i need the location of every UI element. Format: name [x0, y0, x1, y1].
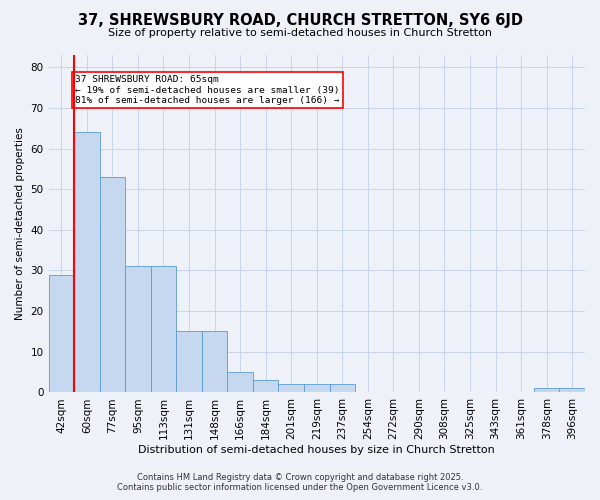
Bar [74, 132, 100, 392]
Bar [151, 266, 176, 392]
X-axis label: Distribution of semi-detached houses by size in Church Stretton: Distribution of semi-detached houses by … [139, 445, 495, 455]
Bar [329, 384, 355, 392]
Bar [125, 266, 151, 392]
Text: Contains HM Land Registry data © Crown copyright and database right 2025.
Contai: Contains HM Land Registry data © Crown c… [118, 473, 482, 492]
Bar [534, 388, 559, 392]
Text: Size of property relative to semi-detached houses in Church Stretton: Size of property relative to semi-detach… [108, 28, 492, 38]
Text: 37, SHREWSBURY ROAD, CHURCH STRETTON, SY6 6JD: 37, SHREWSBURY ROAD, CHURCH STRETTON, SY… [77, 12, 523, 28]
Bar [227, 372, 253, 392]
Y-axis label: Number of semi-detached properties: Number of semi-detached properties [15, 128, 25, 320]
Bar [100, 177, 125, 392]
Bar [559, 388, 585, 392]
Bar [49, 274, 74, 392]
Bar [202, 332, 227, 392]
Bar [176, 332, 202, 392]
Bar [253, 380, 278, 392]
Bar [278, 384, 304, 392]
Text: 37 SHREWSBURY ROAD: 65sqm
← 19% of semi-detached houses are smaller (39)
81% of : 37 SHREWSBURY ROAD: 65sqm ← 19% of semi-… [76, 76, 340, 105]
Bar [304, 384, 329, 392]
